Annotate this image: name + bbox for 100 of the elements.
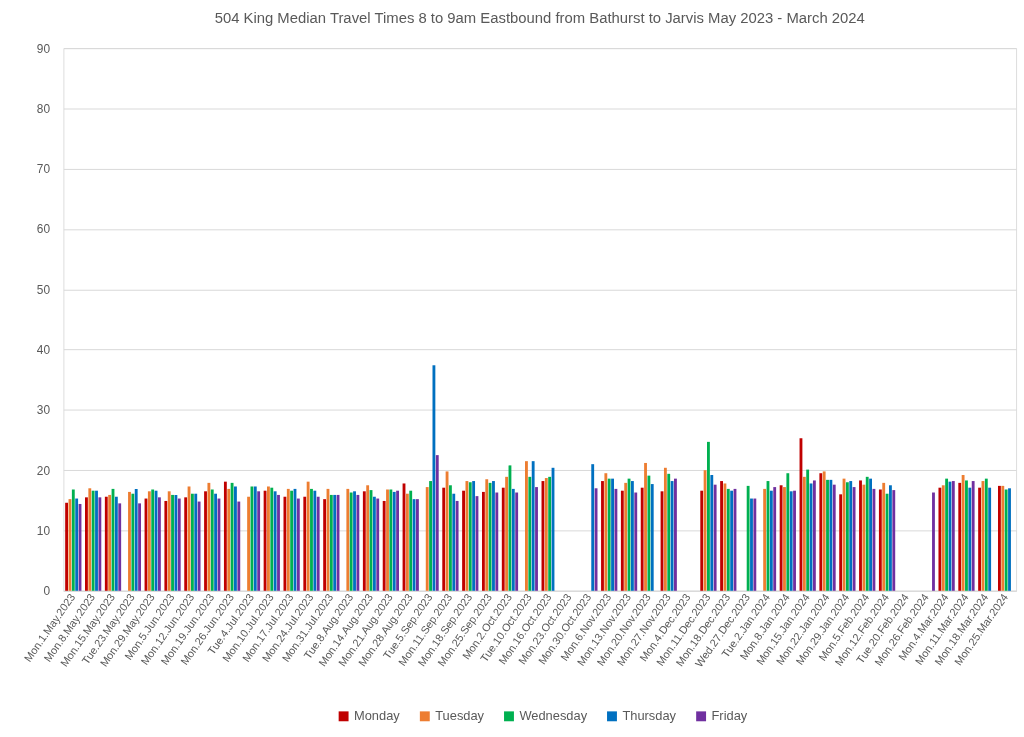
bar bbox=[452, 493, 456, 591]
bar bbox=[839, 494, 843, 591]
bar bbox=[118, 503, 122, 591]
bar bbox=[965, 480, 968, 591]
bar bbox=[746, 485, 750, 591]
bar bbox=[492, 481, 495, 591]
bar bbox=[462, 490, 465, 591]
chart-title: 504 King Median Travel Times 8 to 9am Eastbound from Bathurst to Jarvis May 2023 - March 2024 bbox=[214, 10, 865, 27]
bar bbox=[773, 487, 777, 591]
bar bbox=[640, 487, 644, 591]
bar bbox=[644, 462, 647, 591]
bar bbox=[1004, 489, 1008, 591]
bar bbox=[184, 497, 188, 591]
bar bbox=[194, 493, 198, 591]
bar bbox=[713, 484, 717, 591]
bar bbox=[114, 496, 118, 591]
bar bbox=[783, 487, 786, 591]
y-tick-label: 70 bbox=[36, 162, 51, 177]
bar bbox=[971, 481, 975, 591]
bar bbox=[978, 487, 982, 591]
bar bbox=[416, 499, 419, 591]
bar bbox=[988, 487, 992, 591]
bar bbox=[85, 497, 88, 591]
bar bbox=[138, 503, 141, 591]
bar bbox=[104, 496, 108, 591]
bar bbox=[366, 485, 370, 591]
bar bbox=[763, 488, 767, 591]
bar bbox=[700, 490, 704, 591]
bar bbox=[852, 487, 856, 591]
bar bbox=[174, 494, 178, 591]
bar bbox=[703, 470, 707, 591]
bar bbox=[435, 455, 439, 591]
bar bbox=[356, 494, 360, 591]
bar bbox=[601, 481, 604, 591]
bar bbox=[793, 490, 796, 591]
bar bbox=[329, 494, 333, 591]
bar bbox=[1001, 485, 1005, 591]
bar bbox=[372, 496, 376, 591]
bar bbox=[720, 481, 723, 591]
bar bbox=[316, 496, 320, 591]
bar bbox=[405, 493, 409, 591]
y-tick-label: 80 bbox=[36, 101, 51, 116]
bar bbox=[234, 486, 237, 591]
bar bbox=[273, 491, 277, 591]
bar bbox=[481, 491, 485, 591]
bar bbox=[306, 481, 310, 591]
bar bbox=[832, 484, 836, 591]
bar bbox=[829, 479, 833, 591]
bar bbox=[889, 485, 892, 591]
y-tick-label: 60 bbox=[36, 222, 51, 237]
bar bbox=[611, 478, 614, 591]
bar bbox=[826, 479, 829, 591]
y-tick-label: 10 bbox=[36, 523, 51, 538]
bar bbox=[845, 482, 849, 591]
legend-label: Monday bbox=[354, 708, 401, 724]
bar bbox=[614, 488, 618, 591]
bar bbox=[386, 489, 389, 591]
bar bbox=[382, 500, 386, 591]
bar bbox=[134, 488, 138, 591]
y-tick-label: 90 bbox=[36, 41, 51, 56]
bar bbox=[620, 490, 624, 591]
bar bbox=[958, 482, 962, 591]
bar bbox=[409, 490, 413, 591]
bar bbox=[786, 473, 790, 591]
bar bbox=[71, 489, 75, 591]
bar bbox=[634, 492, 638, 591]
bar bbox=[448, 485, 452, 591]
y-tick-label: 20 bbox=[36, 463, 51, 478]
bar bbox=[501, 487, 505, 591]
bar bbox=[323, 499, 327, 591]
bar bbox=[769, 490, 773, 591]
bar bbox=[204, 491, 207, 591]
bar bbox=[707, 441, 710, 591]
bar bbox=[349, 492, 353, 591]
bar bbox=[108, 494, 112, 591]
bar bbox=[531, 461, 535, 591]
bar bbox=[998, 485, 1001, 591]
bar bbox=[214, 493, 218, 591]
bar bbox=[131, 493, 135, 591]
bar bbox=[227, 488, 231, 591]
bar bbox=[650, 484, 654, 591]
bar bbox=[667, 473, 671, 591]
bar bbox=[472, 481, 476, 591]
bar bbox=[257, 491, 261, 591]
bar bbox=[869, 478, 872, 591]
bar bbox=[525, 461, 528, 591]
bar bbox=[515, 492, 519, 591]
bar bbox=[230, 482, 234, 591]
bar bbox=[353, 491, 356, 591]
bar bbox=[624, 482, 628, 591]
bar bbox=[750, 498, 753, 591]
bar bbox=[207, 482, 211, 591]
bar bbox=[396, 490, 400, 591]
y-tick-label: 50 bbox=[36, 282, 51, 297]
bar bbox=[147, 491, 151, 591]
bar bbox=[892, 490, 896, 591]
bar bbox=[223, 481, 227, 591]
bar bbox=[412, 499, 416, 591]
bar bbox=[607, 478, 611, 591]
bar bbox=[247, 496, 251, 591]
